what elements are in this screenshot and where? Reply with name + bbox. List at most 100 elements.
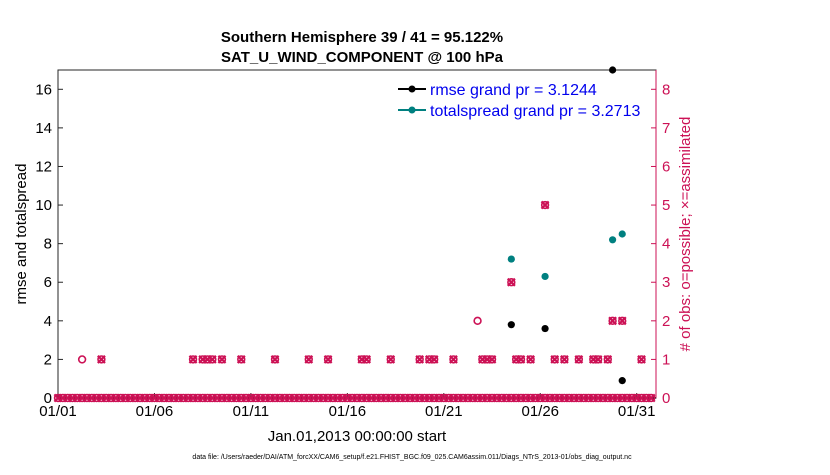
rmse-point	[541, 324, 549, 333]
obs-possible-marker	[386, 355, 395, 364]
obs-possible-marker	[560, 355, 569, 364]
rmse-point	[618, 377, 626, 385]
legend: rmse grand pr = 3.1244 totalspread grand…	[398, 82, 640, 120]
rmse-point	[608, 66, 617, 74]
obs-assimilated-marker-stroke	[516, 355, 526, 364]
obs-possible-marker	[526, 355, 535, 364]
obs-assimilated-marker-stroke	[637, 355, 646, 364]
obs-possible-marker	[603, 355, 612, 364]
obs-possible-marker	[473, 316, 482, 326]
y-tick-label-left: 10	[35, 197, 52, 214]
y-tick-label-left: 6	[44, 274, 52, 291]
obs-assimilated-marker	[449, 355, 458, 364]
legend-label-rmse: rmse grand pr = 3.1244	[430, 82, 597, 99]
obs-possible-marker	[77, 355, 87, 364]
obs-assimilated-marker-stroke	[207, 355, 217, 364]
totalspread-point	[618, 230, 626, 238]
obs-assimilated-marker	[362, 355, 372, 364]
y-tick-label-left: 16	[35, 81, 52, 98]
rmse-point	[507, 321, 515, 329]
obs-assimilated-marker	[207, 355, 217, 364]
obs-assimilated-marker-stroke	[593, 355, 603, 364]
obs-assimilated-marker	[617, 316, 627, 326]
obs-assimilated-marker-stroke	[323, 355, 333, 364]
obs-possible-marker	[550, 355, 559, 364]
obs-assimilated-marker	[559, 355, 569, 364]
obs-possible-marker	[574, 355, 584, 364]
x-tick-label: 01/26	[521, 403, 559, 420]
y-tick-label-left: 14	[35, 120, 52, 137]
obs-assimilated-marker	[217, 355, 227, 364]
obs-assimilated-marker	[603, 355, 613, 364]
obs-possible-marker	[449, 355, 458, 364]
y-tick-label-left: 4	[44, 313, 52, 330]
obs-assimilated-marker-stroke	[540, 200, 550, 210]
obs-assimilated-marker	[487, 355, 497, 364]
obs-possible-marker	[618, 316, 627, 326]
obs-possible-marker	[304, 355, 313, 364]
obs-assimilated-marker	[323, 355, 333, 364]
obs-assimilated-marker	[270, 355, 280, 364]
obs-assimilated-marker-stroke	[415, 355, 425, 364]
obs-assimilated-marker	[593, 355, 603, 364]
obs-possible-marker	[323, 355, 333, 364]
obs-assimilated-marker	[526, 355, 535, 364]
obs-possible-marker	[415, 355, 424, 364]
obs-assimilated-marker-stroke	[603, 355, 613, 364]
chart-subtitle: SAT_U_WIND_COMPONENT @ 100 hPa	[221, 49, 504, 66]
y-tick-label-right: 8	[662, 81, 670, 98]
x-tick-label: 01/21	[425, 403, 463, 420]
obs-assimilated-marker-stroke	[506, 277, 516, 287]
y-axis-label-left: rmse and totalspread	[13, 164, 30, 305]
obs-assimilated-marker-stroke	[526, 355, 535, 364]
obs-assimilated-marker-stroke	[362, 355, 372, 364]
y-tick-label-right: 1	[662, 351, 670, 368]
y-tick-label-left: 0	[44, 390, 52, 407]
obs-possible-marker	[270, 355, 280, 364]
obs-assimilated-zero-marker-stroke	[646, 393, 656, 403]
obs-possible-marker	[217, 355, 227, 364]
x-tick-label: 01/11	[233, 403, 269, 420]
obs-assimilated-marker	[97, 355, 106, 364]
y-tick-label-right: 2	[662, 313, 670, 330]
obs-possible-marker	[540, 200, 550, 210]
obs-assimilated-marker	[550, 355, 560, 364]
y-tick-label-right: 0	[662, 390, 670, 407]
y-tick-label-right: 4	[662, 236, 670, 253]
obs-assimilated-marker-stroke	[236, 355, 246, 364]
totalspread-point	[507, 255, 515, 263]
obs-assimilated-marker-stroke	[608, 316, 617, 326]
legend-label-totalspread: totalspread grand pr = 3.2713	[430, 103, 640, 120]
obs-possible-marker	[237, 355, 246, 364]
obs-possible-marker	[637, 355, 646, 364]
obs-possible-marker	[608, 316, 617, 326]
obs-possible-zero-marker	[646, 393, 656, 403]
y-tick-label-left: 12	[35, 158, 52, 175]
y-axis-label-right: # of obs: o=possible; ×=assimilated	[677, 117, 694, 352]
marks-layer	[53, 66, 656, 403]
footer-data-file: data file: /Users/raeder/DAI/ATM_forcXX/…	[192, 454, 632, 461]
obs-assimilated-marker	[516, 355, 526, 364]
chart-title: Southern Hemisphere 39 / 41 = 95.122%	[221, 29, 503, 46]
obs-assimilated-marker-stroke	[188, 355, 198, 364]
obs-assimilated-marker-stroke	[559, 355, 569, 364]
obs-assimilated-marker-stroke	[270, 355, 280, 364]
obs-assimilated-marker-stroke	[386, 355, 396, 364]
obs-assimilated-marker-stroke	[429, 355, 439, 364]
obs-assimilated-marker-stroke	[449, 355, 458, 364]
y-tick-label-left: 2	[44, 351, 52, 368]
obs-assimilated-marker	[637, 355, 646, 364]
y-tick-label-right: 7	[662, 120, 670, 137]
obs-possible-marker	[97, 355, 106, 364]
legend-marker-totalspread	[408, 106, 416, 114]
obs-assimilated-marker-stroke	[97, 355, 106, 364]
obs-assimilated-marker	[608, 316, 617, 326]
y-tick-label-right: 5	[662, 197, 670, 214]
totalspread-point	[541, 272, 549, 281]
obs-assimilated-marker	[236, 355, 246, 364]
obs-assimilated-marker-stroke	[574, 355, 584, 364]
obs-assimilated-marker	[574, 355, 584, 364]
